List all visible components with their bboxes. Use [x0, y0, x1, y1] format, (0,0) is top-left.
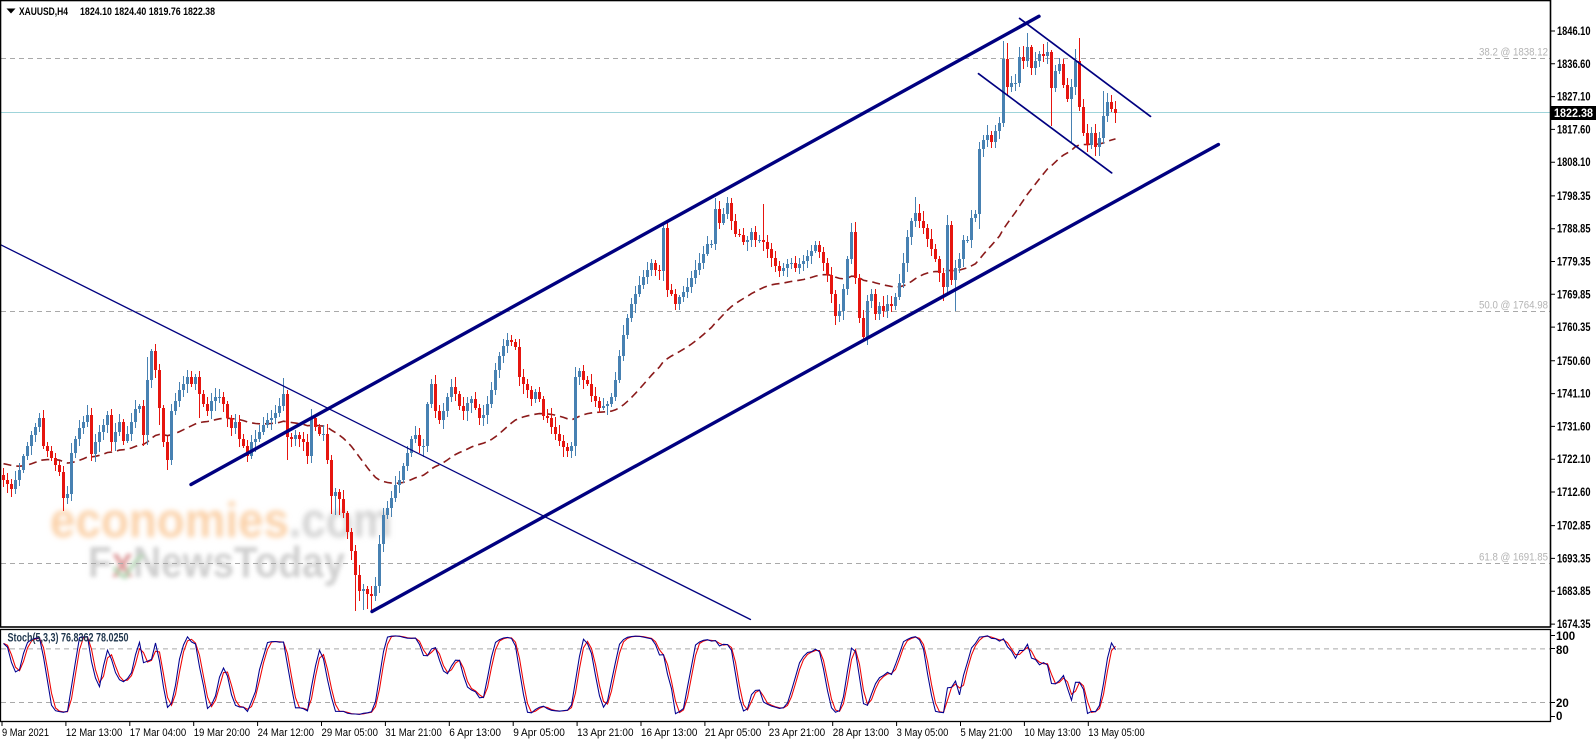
svg-text:1827.10: 1827.10 [1557, 92, 1591, 104]
svg-text:24 Mar 12:00: 24 Mar 12:00 [258, 727, 314, 739]
svg-text:1760.35: 1760.35 [1557, 322, 1591, 334]
svg-text:1702.85: 1702.85 [1557, 521, 1591, 533]
svg-text:3 May 05:00: 3 May 05:00 [897, 727, 949, 739]
svg-text:1788.85: 1788.85 [1557, 224, 1591, 236]
svg-text:1808.10: 1808.10 [1557, 157, 1591, 169]
svg-text:13 Apr 21:00: 13 Apr 21:00 [577, 727, 633, 739]
svg-text:17 Mar 04:00: 17 Mar 04:00 [130, 727, 186, 739]
svg-text:FxNewsToday: FxNewsToday [88, 538, 345, 587]
svg-text:1722.10: 1722.10 [1557, 454, 1591, 466]
svg-text:31 Mar 21:00: 31 Mar 21:00 [385, 727, 441, 739]
svg-text:61.8 @ 1691.85: 61.8 @ 1691.85 [1479, 552, 1548, 564]
svg-text:28 Apr 13:00: 28 Apr 13:00 [833, 727, 889, 739]
svg-text:80: 80 [1556, 645, 1569, 657]
svg-text:10 May 13:00: 10 May 13:00 [1024, 727, 1080, 739]
svg-text:9 Mar 2021: 9 Mar 2021 [2, 727, 49, 739]
svg-text:1731.60: 1731.60 [1557, 421, 1591, 433]
svg-text:29 Mar 05:00: 29 Mar 05:00 [322, 727, 378, 739]
svg-text:1836.60: 1836.60 [1557, 59, 1591, 71]
svg-text:1683.85: 1683.85 [1557, 586, 1591, 598]
svg-text:5 May 21:00: 5 May 21:00 [961, 727, 1013, 739]
svg-text:1846.10: 1846.10 [1557, 26, 1591, 38]
svg-text:23 Apr 21:00: 23 Apr 21:00 [769, 727, 825, 739]
svg-text:50.0 @ 1764.98: 50.0 @ 1764.98 [1479, 300, 1548, 312]
svg-text:1822.38: 1822.38 [1554, 108, 1594, 120]
svg-text:1750.60: 1750.60 [1557, 356, 1591, 368]
svg-text:38.2 @ 1838.12: 38.2 @ 1838.12 [1479, 47, 1548, 59]
svg-text:13 May 05:00: 13 May 05:00 [1088, 727, 1144, 739]
svg-text:12 Mar 13:00: 12 Mar 13:00 [66, 727, 122, 739]
svg-text:1779.35: 1779.35 [1557, 257, 1591, 269]
svg-text:6 Apr 13:00: 6 Apr 13:00 [449, 727, 501, 739]
svg-text:1693.35: 1693.35 [1557, 553, 1591, 565]
svg-text:100: 100 [1556, 631, 1575, 643]
svg-text:1741.10: 1741.10 [1557, 389, 1591, 401]
svg-text:1769.85: 1769.85 [1557, 289, 1591, 301]
svg-text:1674.35: 1674.35 [1557, 619, 1591, 631]
svg-text:.com: .com [289, 494, 392, 548]
svg-text:16 Apr 13:00: 16 Apr 13:00 [641, 727, 697, 739]
svg-text:1798.35: 1798.35 [1557, 191, 1591, 203]
svg-text:economies: economies [50, 494, 289, 548]
svg-text:19 Mar 20:00: 19 Mar 20:00 [194, 727, 250, 739]
svg-text:9 Apr 05:00: 9 Apr 05:00 [513, 727, 565, 739]
svg-text:Stoch(5,3,3) 76.8362 78.0250: Stoch(5,3,3) 76.8362 78.0250 [8, 633, 129, 645]
svg-text:1712.60: 1712.60 [1557, 487, 1591, 499]
svg-text:20: 20 [1556, 698, 1569, 710]
svg-text:0: 0 [1556, 711, 1562, 723]
svg-text:1824.10 1824.40 1819.76 1822.3: 1824.10 1824.40 1819.76 1822.38 [80, 6, 215, 18]
svg-text:XAUUSD,H4: XAUUSD,H4 [19, 6, 69, 18]
svg-text:1817.60: 1817.60 [1557, 124, 1591, 136]
svg-text:21 Apr 05:00: 21 Apr 05:00 [705, 727, 761, 739]
